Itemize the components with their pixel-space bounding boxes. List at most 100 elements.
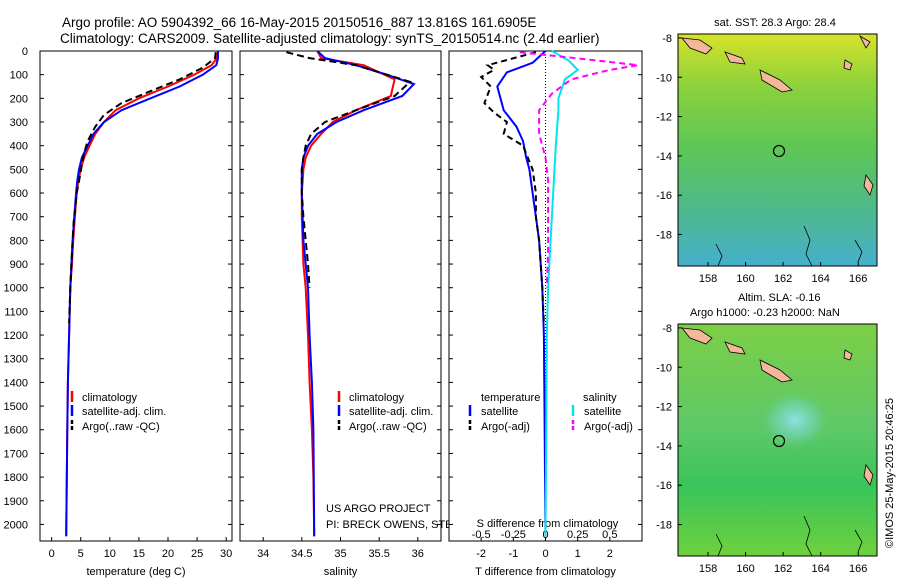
legend-label: Argo(-adj) xyxy=(584,421,633,433)
depth-tick-label: 1900 xyxy=(4,496,28,508)
map-lat-tick-label: -8 xyxy=(662,323,672,335)
map-lat-tick-label: -18 xyxy=(656,230,672,242)
salinity-x-tick-label: 36 xyxy=(412,548,424,560)
temperature-x-tick-label: 5 xyxy=(78,548,84,560)
series-argo-raw-qc- xyxy=(286,51,413,288)
difference-x-tick-label: 0 xyxy=(542,548,548,560)
temperature-plot-frame xyxy=(39,50,233,542)
map-lon-tick-label: 158 xyxy=(699,273,717,285)
series-satellite-adj-clim- xyxy=(65,51,219,537)
difference-x-tick-label: 1 xyxy=(575,548,581,560)
temperature-x-tick-label: 30 xyxy=(220,548,232,560)
sla-reef-outlines xyxy=(715,515,863,557)
difference-x-tick-label: 2 xyxy=(607,548,613,560)
map-lat-tick-label: -16 xyxy=(656,480,672,492)
depth-tick-label: 1400 xyxy=(4,377,28,389)
map-lat-tick-label: -14 xyxy=(656,441,672,453)
s-diff-tick-label: -0.25 xyxy=(501,529,526,541)
depth-tick-label: 0 xyxy=(22,46,28,58)
sla-map-axes: -8 -10 -12 -14 -16 -18 158 160 162 164 166 xyxy=(656,323,867,575)
sst-field xyxy=(677,33,878,267)
map-lat-tick-label: -14 xyxy=(656,151,672,163)
sst-map-title: sat. SST: 28.3 Argo: 28.4 xyxy=(714,17,836,29)
legend-header-temperature: temperature xyxy=(481,392,540,404)
difference-panel: -2 -1 0 1 2 T difference from climatology -0.5… xyxy=(448,50,643,578)
salinity-x-axis-label: salinity xyxy=(324,566,358,578)
sst-reef-outlines xyxy=(715,225,863,267)
salinity-x-tick-label: 34.5 xyxy=(291,548,312,560)
temperature-x-tick-label: 0 xyxy=(49,548,55,560)
depth-tick-label: 600 xyxy=(10,188,28,200)
figure-title-line1: Argo profile: AO 5904392_66 16-May-2015 … xyxy=(62,15,536,30)
map-lon-tick-label: 166 xyxy=(849,563,867,575)
s-diff-tick-label: -0.5 xyxy=(472,529,491,541)
map-lat-tick-label: -10 xyxy=(656,362,672,374)
legend-label: satellite-adj. clim. xyxy=(349,406,433,418)
series-salinity-argo-adj- xyxy=(519,51,639,288)
depth-tick-label: 700 xyxy=(10,212,28,224)
map-lat-tick-label: -12 xyxy=(656,402,672,414)
difference-x-tick-label: -2 xyxy=(476,548,486,560)
depth-tick-label: 1500 xyxy=(4,401,28,413)
map-lon-tick-label: 164 xyxy=(811,273,829,285)
depth-tick-label: 1600 xyxy=(4,425,28,437)
sla-map-title-line1: Altim. SLA: -0.16 xyxy=(738,292,821,304)
depth-tick-label: 300 xyxy=(10,117,28,129)
map-lat-tick-label: -12 xyxy=(656,112,672,124)
salinity-panel: 34 34.5 35 35.5 36 salinity climatology satelli… xyxy=(239,50,583,578)
depth-tick-label: 400 xyxy=(10,141,28,153)
depth-tick-label: 2000 xyxy=(4,519,28,531)
legend-label: satellite xyxy=(481,406,518,418)
temperature-x-tick-label: 25 xyxy=(191,548,203,560)
temperature-x-tick-label: 20 xyxy=(162,548,174,560)
salinity-x-tick-label: 35 xyxy=(334,548,346,560)
depth-tick-label: 1700 xyxy=(4,448,28,460)
legend-label: satellite xyxy=(584,406,621,418)
legend-label: Argo(..raw -QC) xyxy=(349,421,427,433)
map-lon-tick-label: 158 xyxy=(699,563,717,575)
legend-label: climatology xyxy=(82,392,138,404)
depth-tick-label: 1000 xyxy=(4,283,28,295)
map-lon-tick-label: 160 xyxy=(736,273,754,285)
temperature-panel: 0 5 10 15 20 25 30 temperature (deg C) 0 100 200 30… xyxy=(4,46,233,578)
map-lon-tick-label: 162 xyxy=(774,563,792,575)
depth-tick-label: 900 xyxy=(10,259,28,271)
salinity-plot-frame xyxy=(239,50,442,542)
difference-x-axis-label: T difference from climatology xyxy=(475,566,616,578)
sst-map-axes: -8 -10 -12 -14 -16 -18 158 160 162 164 166 xyxy=(656,33,867,285)
sst-argo-location-marker xyxy=(772,144,786,158)
temperature-x-tick-label: 15 xyxy=(133,548,145,560)
sla-map: -8 -10 -12 -14 -16 -18 158 160 162 164 166 xyxy=(656,323,878,575)
depth-tick-label: 1300 xyxy=(4,354,28,366)
legend-label: Argo(-adj) xyxy=(481,421,530,433)
salinity-x-tick-label: 35.5 xyxy=(368,548,389,560)
map-lat-tick-label: -18 xyxy=(656,520,672,532)
temperature-x-axis-label: temperature (deg C) xyxy=(86,566,185,578)
depth-tick-label: 800 xyxy=(10,235,28,247)
imos-credit: ©IMOS 25-May-2015 20:46:25 xyxy=(884,398,896,548)
series-temperature-argo-adj- xyxy=(479,51,545,324)
series-argo-raw-qc- xyxy=(68,52,217,324)
legend-label: Argo(..raw -QC) xyxy=(82,421,160,433)
figure-title-line2: Climatology: CARS2009. Satellite-adjuste… xyxy=(60,31,600,46)
series-salinity-satellite xyxy=(544,50,580,537)
depth-tick-label: 1200 xyxy=(4,330,28,342)
legend-header-salinity: salinity xyxy=(583,392,617,404)
map-lon-tick-label: 166 xyxy=(849,273,867,285)
map-lat-tick-label: -16 xyxy=(656,190,672,202)
map-lon-tick-label: 160 xyxy=(736,563,754,575)
sla-argo-location-marker xyxy=(772,434,786,448)
legend-label: satellite-adj. clim. xyxy=(82,406,166,418)
map-lat-tick-label: -10 xyxy=(656,72,672,84)
salinity-x-tick-label: 34 xyxy=(257,548,269,560)
temperature-x-tick-label: 10 xyxy=(104,548,116,560)
sst-map: -8 -10 -12 -14 -16 -18 158 160 162 164 166 xyxy=(656,33,878,285)
s-diff-tick-label: 0.5 xyxy=(602,529,617,541)
legend-label: climatology xyxy=(349,392,405,404)
depth-tick-label: 100 xyxy=(10,70,28,82)
sst-coastlines xyxy=(681,34,874,196)
map-lat-tick-label: -8 xyxy=(662,33,672,45)
s-diff-axis-label: S difference from climatology xyxy=(477,518,619,530)
project-annotation: US ARGO PROJECT xyxy=(326,503,431,515)
